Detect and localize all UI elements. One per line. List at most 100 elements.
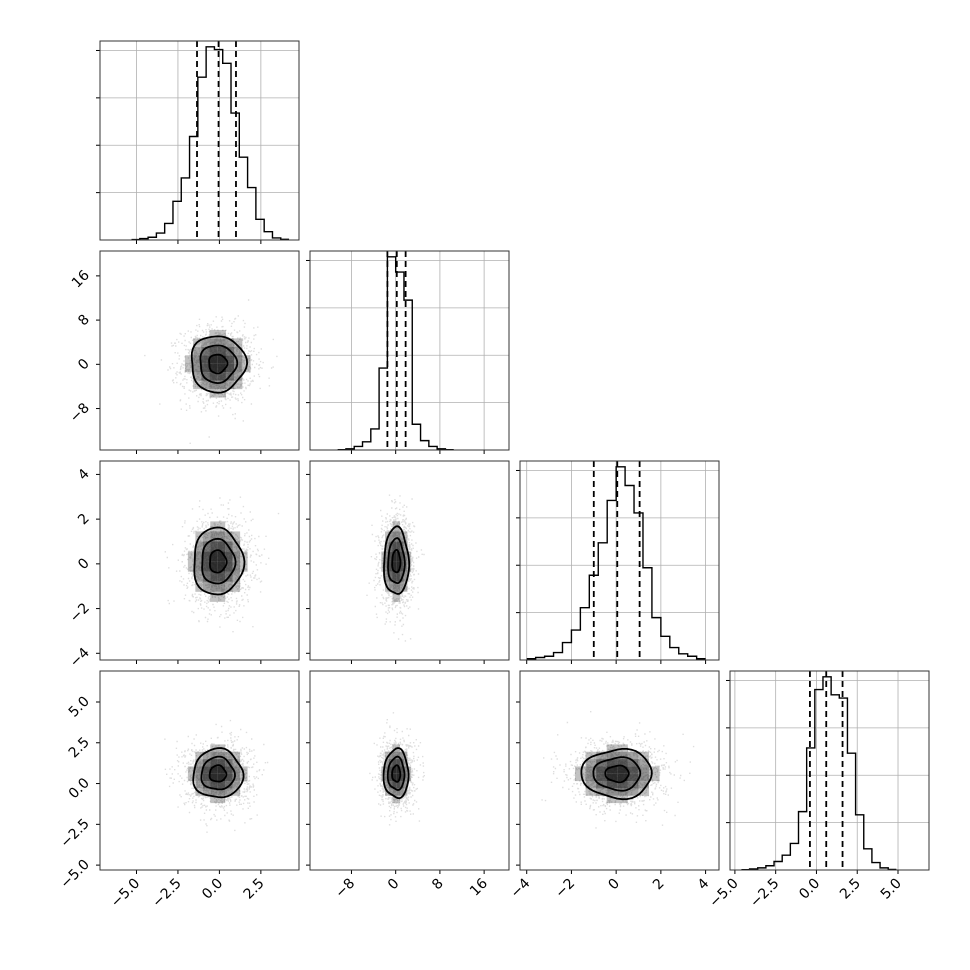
- histogram-step: [526, 466, 706, 660]
- density-cell: [403, 751, 408, 760]
- joint-content: [144, 299, 278, 444]
- density-cell: [217, 346, 226, 356]
- joint-content: [164, 496, 280, 633]
- density-cell: [232, 759, 241, 767]
- density-cell: [381, 551, 386, 562]
- density-cell: [187, 773, 196, 782]
- density-cell: [617, 788, 628, 796]
- density-cell: [202, 581, 211, 592]
- density-cell: [225, 788, 233, 796]
- density-cell: [606, 773, 618, 782]
- density-cell: [617, 751, 628, 760]
- joint-content: [164, 719, 269, 833]
- joint-panel-3-0: −5.0−2.50.02.55.0−5.0 −2.5 0.0 2.5: [57, 670, 300, 911]
- density-cell: [606, 781, 618, 789]
- density-cell: [210, 581, 218, 592]
- density-cell: [396, 541, 400, 552]
- density-cell: [217, 571, 226, 582]
- density-cell: [638, 773, 649, 782]
- density-cell: [392, 561, 397, 572]
- x-tick-label: −2: [552, 876, 578, 902]
- density-cell: [606, 795, 618, 804]
- density-cell: [232, 541, 241, 552]
- density-cell: [201, 372, 210, 381]
- density-cell: [385, 766, 389, 774]
- density-cell: [232, 788, 241, 796]
- x-tick-label: 4: [695, 875, 713, 893]
- contour-line: [199, 344, 239, 385]
- density-cell: [209, 329, 218, 339]
- density-cell: [385, 773, 389, 782]
- y-tick-label: 2.5: [66, 734, 93, 761]
- density-cell: [225, 355, 235, 364]
- density-cell: [388, 751, 393, 760]
- density-cell: [627, 751, 639, 760]
- density-cell: [388, 788, 393, 796]
- density-cell: [195, 541, 203, 552]
- density-cell: [201, 380, 210, 390]
- density-cell: [396, 591, 400, 602]
- contour-line: [201, 537, 237, 585]
- density-cell: [225, 338, 235, 347]
- density-cell: [399, 788, 404, 796]
- y-tick-label: 0: [75, 356, 93, 374]
- density-cell: [195, 773, 203, 782]
- density-cell: [232, 571, 241, 582]
- density-cell: [392, 541, 397, 552]
- density-cell: [217, 795, 226, 804]
- density-cell: [202, 571, 211, 582]
- density-cell: [195, 571, 203, 582]
- panel-frame: [519, 670, 720, 871]
- density-cell: [385, 531, 389, 542]
- scatter-points: [164, 496, 280, 633]
- density-cell: [388, 571, 393, 582]
- density-cell: [187, 766, 196, 774]
- x-tick-label: 2: [650, 876, 668, 894]
- density-cell: [385, 781, 389, 789]
- y-tick-label: 4: [75, 466, 93, 484]
- density-cell: [232, 581, 241, 592]
- density-cell: [392, 773, 397, 782]
- density-cell: [585, 781, 597, 789]
- density-cell: [399, 531, 404, 542]
- density-cell: [201, 355, 210, 364]
- y-tick-label: 8: [75, 312, 93, 330]
- density-cell: [210, 521, 218, 532]
- density-cell: [388, 531, 393, 542]
- density-cell: [210, 795, 218, 804]
- contour-line: [193, 526, 246, 596]
- density-cell: [627, 759, 639, 767]
- density-cell: [585, 759, 597, 767]
- density-cell: [392, 531, 397, 542]
- density-cell: [232, 551, 241, 562]
- density-cell: [210, 561, 218, 572]
- density-cell: [396, 788, 400, 796]
- density-cell: [392, 521, 397, 532]
- density-cell: [396, 795, 400, 804]
- density-cell: [396, 759, 400, 767]
- density-cell: [403, 531, 408, 542]
- density-cell: [392, 788, 397, 796]
- x-tick-label: 16: [467, 875, 491, 899]
- joint-panel-3-1: −8 0 8 16: [306, 670, 510, 901]
- x-tick-label: 8: [429, 876, 447, 894]
- x-tick-label: 5.0: [878, 876, 905, 903]
- density-cell: [627, 788, 639, 796]
- panel-frame: [729, 670, 930, 871]
- density-cell: [234, 363, 243, 373]
- density-cell: [596, 766, 607, 774]
- density-cell: [396, 773, 400, 782]
- y-tick-label: −2: [67, 600, 93, 626]
- density-cell: [209, 338, 218, 347]
- density-cell: [225, 561, 233, 572]
- density-cell: [202, 788, 211, 796]
- density-cell: [388, 551, 393, 562]
- density-cell: [195, 766, 203, 774]
- density-cell: [234, 355, 243, 364]
- density-cell: [209, 355, 218, 364]
- density-cell: [606, 751, 618, 760]
- panel-frame: [309, 460, 510, 661]
- panel-frame: [99, 40, 300, 241]
- joint-panel-2-1: [306, 460, 510, 664]
- histogram-panel-1: [306, 250, 510, 454]
